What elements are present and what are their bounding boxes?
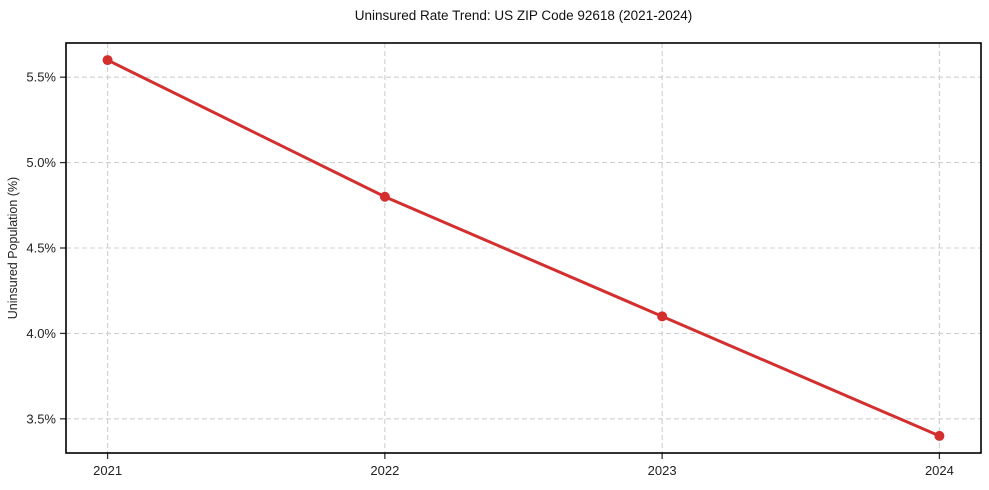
gridlines [66,43,981,453]
plot-border [65,42,982,454]
data-series [102,55,945,441]
data-point [657,311,668,322]
y-tick-label: 5.0% [26,155,56,170]
data-point [379,191,390,202]
trend-line [106,58,941,438]
x-tick-label: 2024 [925,463,954,478]
y-tick-label: 4.5% [26,241,56,256]
chart-title: Uninsured Rate Trend: US ZIP Code 92618 … [355,8,692,23]
x-tick-label: 2022 [370,463,399,478]
y-tick-label: 3.5% [26,411,56,426]
data-point [934,430,945,441]
x-tick-label: 2021 [93,463,122,478]
x-tick-label: 2023 [648,463,677,478]
data-point [102,55,113,66]
y-tick-label: 5.5% [26,70,56,85]
tick-labels: 3.5% 4.0% 4.5% 5.0% 5.5% 2021 2022 2023 2024 [26,70,954,478]
y-axis-label: Uninsured Population (%) [6,177,20,319]
y-tick-label: 4.0% [26,326,56,341]
tick-marks [60,76,941,459]
